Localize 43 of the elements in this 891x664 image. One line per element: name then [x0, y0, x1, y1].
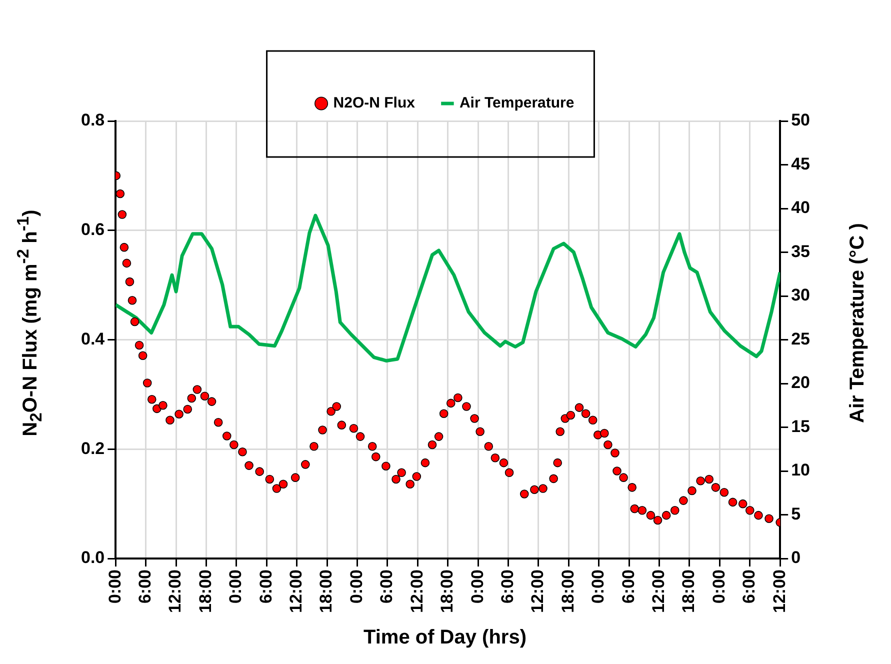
- x-tick-label: 6:00: [136, 570, 155, 604]
- x-tick-label: 12:00: [166, 570, 185, 614]
- y-tick-label: 0.2: [80, 438, 105, 458]
- x-tick-label: 0:00: [709, 570, 728, 604]
- x-axis-title: Time of Day (hrs): [364, 626, 526, 650]
- y-tick-label: 0.0: [80, 548, 105, 568]
- y2-tick-label: 20: [791, 373, 810, 392]
- x-tick-label: 12:00: [407, 570, 426, 614]
- x-tick-label: 6:00: [618, 570, 638, 604]
- x-tick-label: 12:00: [648, 570, 668, 614]
- y2-tick-label: 15: [791, 416, 810, 436]
- y2-tick-label: 0: [791, 548, 801, 568]
- x-tick-label: 18:00: [316, 570, 336, 614]
- y2-tick-label: 35: [791, 242, 810, 261]
- x-tick-label: 6:00: [377, 570, 396, 604]
- legend-label: Air Temperature: [459, 94, 574, 112]
- y2-tick-label: 25: [791, 329, 810, 348]
- x-tick-label: 0:00: [588, 570, 608, 604]
- x-tick-label: 6:00: [498, 570, 517, 604]
- x-tick-label: 0:00: [468, 570, 487, 604]
- y2-axis-title: Air Temperature (°C ): [846, 223, 870, 423]
- x-tick-label: 0:00: [346, 570, 366, 604]
- x-tick-label: 0:00: [226, 570, 246, 604]
- x-tick-label: 18:00: [679, 570, 698, 614]
- x-tick-label: 18:00: [558, 570, 578, 614]
- x-tick-label: 0:00: [105, 570, 124, 604]
- x-tick-label: 12:00: [286, 570, 306, 614]
- y2-tick-label: 5: [791, 504, 801, 524]
- x-tick-label: 6:00: [740, 570, 759, 604]
- y2-tick-label: 50: [791, 110, 810, 130]
- y-tick-label: 0.8: [80, 110, 105, 130]
- y2-tick-label: 40: [791, 198, 810, 218]
- y2-tick-label: 10: [791, 460, 810, 480]
- x-tick-label: 12:00: [528, 570, 548, 614]
- y2-tick-label: 45: [791, 154, 810, 174]
- y-tick-label: 0.4: [80, 329, 106, 348]
- x-tick-label: 18:00: [196, 570, 215, 614]
- y-tick-label: 0.6: [80, 220, 105, 240]
- legend-label: N2O-N Flux: [333, 94, 416, 112]
- y2-tick-label: 30: [791, 286, 810, 305]
- x-tick-label: 18:00: [438, 570, 457, 614]
- x-tick-label: 12:00: [770, 570, 789, 614]
- x-tick-label: 6:00: [256, 570, 276, 604]
